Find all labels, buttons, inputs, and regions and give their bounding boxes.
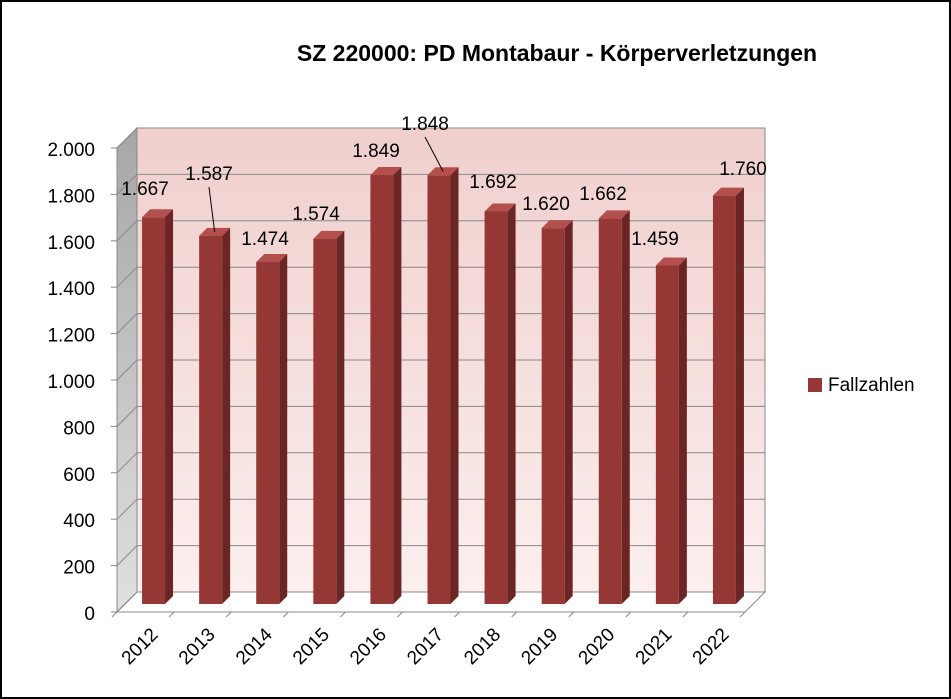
data-label: 1.474 — [241, 229, 289, 250]
data-label: 1.662 — [579, 184, 627, 205]
x-tick — [225, 611, 232, 618]
x-tick — [568, 611, 575, 618]
bar — [199, 235, 223, 605]
leader-line — [208, 186, 216, 232]
leader-line — [424, 136, 444, 172]
y-tick-label: 1.600 — [47, 233, 95, 254]
y-tick-label: 1.200 — [47, 326, 95, 347]
bar-top — [142, 209, 174, 218]
bar-side — [279, 254, 288, 605]
bar-top — [484, 203, 516, 212]
x-tick — [625, 611, 632, 618]
bar-top — [256, 254, 288, 263]
bar — [256, 262, 280, 604]
bar-side — [336, 230, 345, 604]
legend-label: Fallzahlen — [828, 375, 915, 396]
bar-side — [564, 220, 573, 604]
bar — [370, 175, 394, 605]
bar-top — [313, 230, 345, 239]
bar — [598, 218, 622, 604]
bar-top — [655, 257, 687, 266]
y-tick-label: 1.000 — [47, 372, 95, 393]
y-tick-label: 2.000 — [47, 140, 95, 161]
grid-line — [116, 127, 765, 149]
bar-top — [712, 187, 744, 196]
bar — [427, 175, 451, 605]
x-tick — [168, 611, 175, 618]
y-tick-label: 200 — [63, 558, 95, 579]
x-tick — [340, 611, 346, 618]
bar-side — [222, 227, 231, 605]
bar — [313, 238, 337, 604]
bar-side — [165, 209, 174, 605]
y-tick-label: 400 — [63, 511, 95, 532]
bar-side — [678, 257, 687, 604]
bar-side — [621, 210, 630, 604]
y-tick-label: 600 — [63, 465, 95, 486]
data-label: 1.849 — [352, 141, 400, 162]
bar — [712, 195, 736, 604]
bar-side — [393, 167, 402, 605]
data-label: 1.667 — [121, 179, 169, 200]
bar — [655, 265, 679, 604]
bar-top — [541, 220, 573, 229]
grid-line — [116, 173, 765, 195]
data-label: 1.459 — [631, 229, 679, 250]
x-tick — [397, 611, 403, 618]
legend-swatch — [808, 378, 822, 392]
bar-top — [598, 210, 630, 219]
y-tick-label: 1.400 — [47, 279, 95, 300]
x-tick — [454, 611, 460, 618]
bar-side — [735, 187, 744, 604]
bar — [484, 211, 508, 604]
y-tick-label: 0 — [84, 604, 95, 625]
bar-top — [427, 167, 459, 176]
x-tick — [739, 611, 746, 618]
bar-top — [370, 167, 402, 176]
x-tick — [111, 611, 118, 618]
data-label: 1.760 — [719, 159, 767, 180]
x-tick — [511, 611, 517, 618]
x-tick — [282, 611, 289, 618]
data-label: 1.848 — [401, 114, 449, 135]
chart-title: SZ 220000: PD Montabaur - Körperverletzu… — [297, 40, 817, 66]
data-label: 1.692 — [469, 172, 517, 193]
data-label: 1.574 — [292, 204, 340, 225]
y-tick-label: 1.800 — [47, 186, 95, 207]
x-tick — [682, 611, 689, 618]
data-label: 1.620 — [522, 194, 570, 215]
data-label: 1.587 — [185, 164, 233, 185]
bar — [541, 228, 565, 604]
bar-side — [450, 167, 459, 604]
y-tick-label: 800 — [63, 418, 95, 439]
bar — [142, 217, 166, 605]
bar-side — [507, 203, 516, 604]
